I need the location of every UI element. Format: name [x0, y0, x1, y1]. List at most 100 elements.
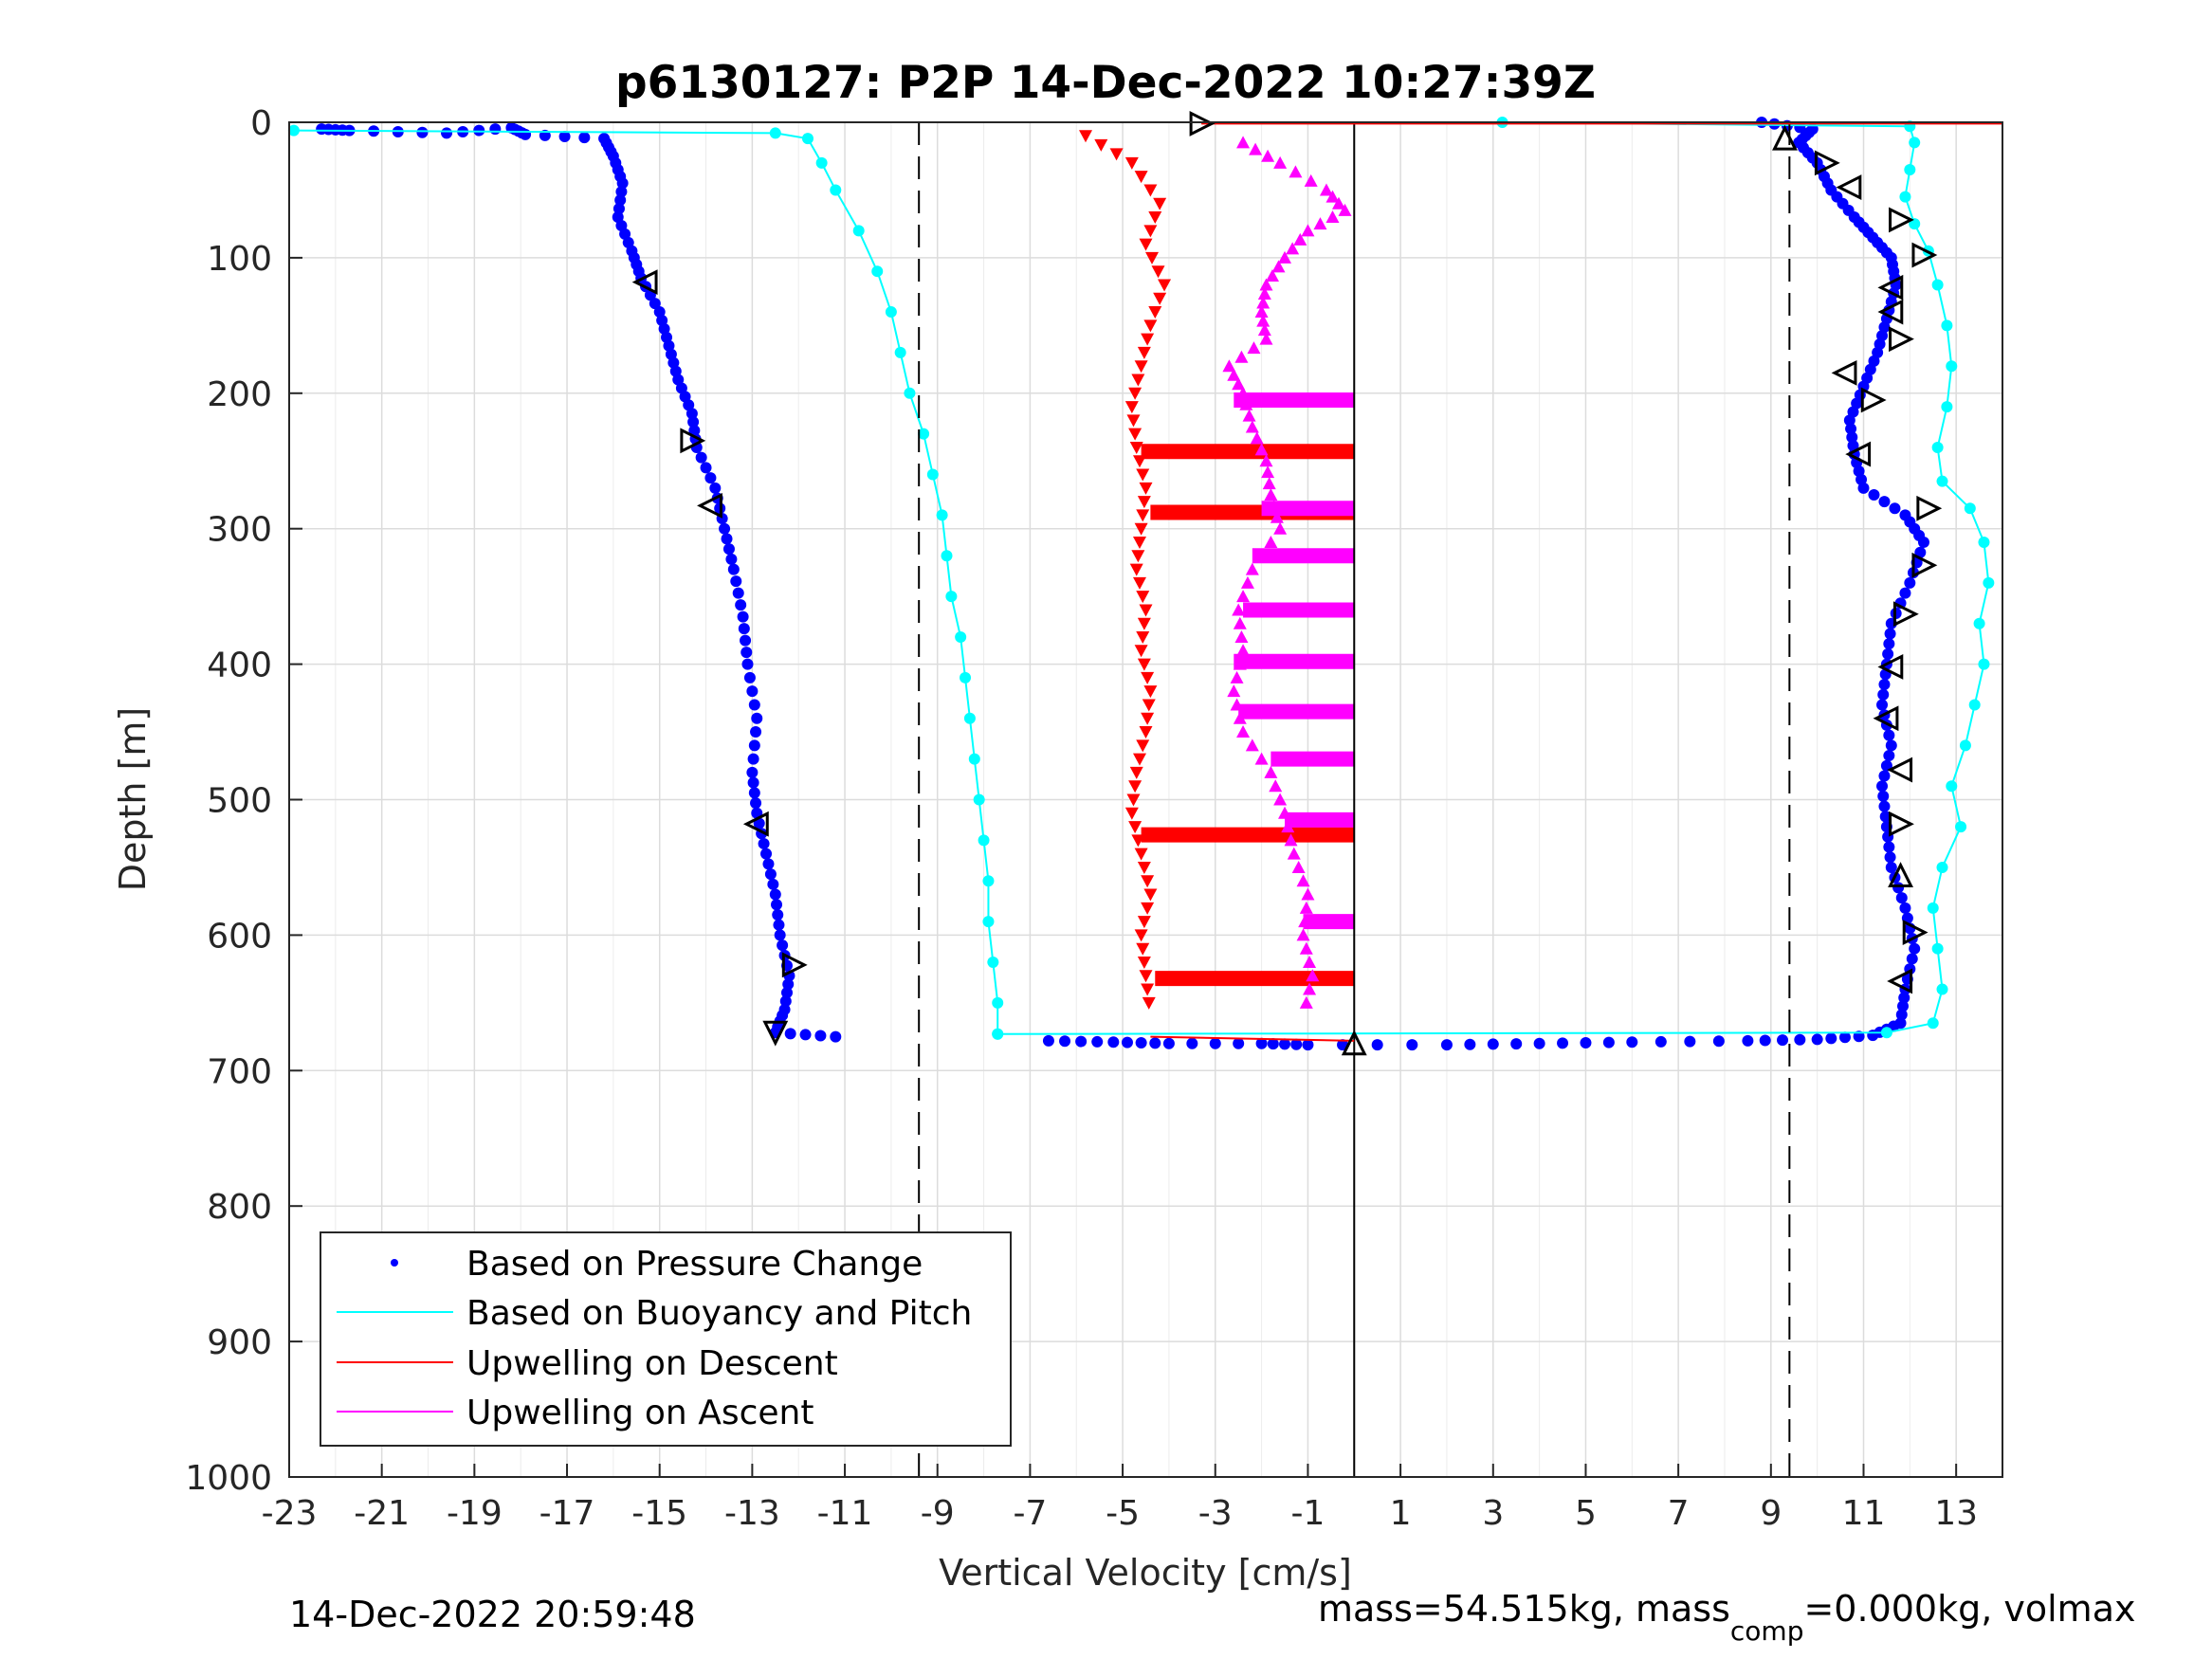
pressure-point: [416, 126, 429, 138]
triangle-marker: [1887, 968, 1913, 994]
x-tick-label: -13: [724, 1494, 780, 1533]
y-tick-label: 0: [250, 104, 272, 143]
pressure-point: [732, 587, 744, 599]
pressure-point: [1803, 126, 1816, 138]
x-tick-label: 5: [1575, 1494, 1597, 1533]
pressure-point: [709, 482, 722, 494]
descent-upwelling-point: [1136, 591, 1150, 604]
ascent-upwelling-point: [1265, 268, 1279, 282]
ascent-upwelling-point: [1239, 397, 1253, 410]
pressure-point: [1406, 1039, 1418, 1051]
descent-upwelling-point: [1124, 156, 1139, 170]
pressure-point: [772, 908, 784, 921]
pressure-point: [1794, 1033, 1806, 1046]
pressure-point: [1906, 953, 1918, 965]
pressure-point: [473, 124, 485, 137]
pressure-point: [695, 451, 707, 464]
pressure-point: [740, 647, 753, 659]
pressure-point: [1876, 699, 1889, 711]
pressure-point: [1868, 488, 1880, 501]
pressure-point: [612, 203, 625, 215]
pressure-point: [1464, 1038, 1476, 1050]
ascent-upwelling-point: [1296, 928, 1310, 941]
buoyancy-point: [926, 468, 939, 481]
descent-upwelling-point: [1131, 374, 1145, 387]
descent-upwelling-point: [1126, 793, 1141, 807]
pressure-point: [1797, 141, 1809, 154]
ascent-upwelling-point: [1236, 386, 1251, 399]
pressure-point: [1895, 892, 1908, 904]
footer-mass-subscript: comp: [1730, 1615, 1804, 1647]
y-tick-label: 700: [207, 1052, 272, 1091]
legend-swatch-pressure: [391, 1259, 398, 1267]
y-tick-label: 500: [207, 782, 272, 821]
ascent-upwelling-point: [1256, 296, 1271, 309]
ascent-upwelling-point: [1325, 210, 1340, 224]
x-tick-label: -3: [1198, 1494, 1233, 1533]
ascent-upwelling-point: [1254, 752, 1269, 765]
ascent-upwelling-point: [1313, 217, 1327, 230]
y-tick-label: 200: [207, 375, 272, 414]
pressure-point: [1846, 431, 1858, 444]
buoyancy-point: [1936, 475, 1948, 487]
x-tick-label: -5: [1106, 1494, 1140, 1533]
pressure-point: [1267, 1038, 1279, 1050]
ascent-upwelling-point: [1267, 499, 1281, 512]
pressure-point: [1626, 1036, 1638, 1048]
pressure-point: [1895, 1009, 1908, 1021]
pressure-point: [1877, 790, 1890, 802]
axis-ticks: -23 -21 -19 -17 -15 -13 -11 -9 -7 -5 -3 -1 1 3 5 7 9 11 13…: [185, 104, 1978, 1533]
y-tick-label: 1000: [185, 1459, 272, 1498]
ascent-upwelling-point: [1227, 684, 1241, 698]
buoyancy-point: [1941, 319, 1953, 332]
pressure-point: [1684, 1035, 1696, 1048]
triangle-marker: [1888, 862, 1913, 888]
descent-upwelling-point: [1143, 888, 1158, 902]
pressure-point: [781, 987, 794, 999]
buoyancy-point: [1955, 821, 1967, 833]
descent-upwelling-point: [1143, 225, 1158, 238]
pressure-point: [1878, 496, 1891, 508]
descent-upwelling-point: [1134, 360, 1148, 374]
pressure-point: [683, 399, 695, 411]
ascent-upwelling-point: [1236, 725, 1251, 738]
pressure-point: [516, 127, 528, 139]
descent-upwelling-point: [1136, 468, 1150, 482]
pressure-point: [1878, 679, 1891, 691]
ascent-upwelling-point: [1331, 196, 1345, 210]
pressure-point: [1209, 1037, 1221, 1049]
buoyancy-point: [1946, 360, 1958, 373]
pressure-point: [1845, 423, 1857, 435]
pressure-point: [605, 146, 617, 158]
pressure-point: [1899, 902, 1911, 914]
ascent-upwelling-point: [1269, 779, 1283, 793]
descent-upwelling-point: [1136, 509, 1150, 522]
chart-title: p6130127: P2P 14-Dec-2022 10:27:39Z: [615, 57, 1596, 109]
pressure-point: [649, 298, 661, 310]
pressure-point: [1847, 440, 1859, 452]
legend-label-buoyancy: Based on Buoyancy and Pitch: [466, 1294, 972, 1333]
legend: Based on Pressure Change Based on Buoyan…: [320, 1231, 1012, 1447]
pressure-point: [747, 776, 759, 789]
triangle-marker: [1836, 174, 1862, 201]
pressure-point: [669, 365, 682, 377]
buoyancy-point: [904, 387, 916, 399]
descent-upwelling-point: [1134, 929, 1148, 942]
pressure-point: [1896, 1000, 1909, 1012]
ascent-upwelling-point: [1259, 454, 1273, 467]
x-tick-label: -19: [447, 1494, 503, 1533]
descent-upwelling-point: [1131, 834, 1145, 848]
pressure-point: [1290, 1038, 1303, 1050]
triangle-marker: [680, 428, 706, 454]
descent-upwelling-point: [1139, 238, 1153, 251]
descent-upwelling-point: [1137, 496, 1151, 509]
ascent-upwelling-point: [1250, 431, 1264, 445]
triangle-marker: [1814, 150, 1840, 176]
ascent-upwelling-point: [1299, 901, 1313, 914]
x-tick-label: -1: [1290, 1494, 1325, 1533]
pressure-point: [441, 127, 453, 139]
descent-upwelling-point: [1139, 482, 1153, 495]
ascent-upwelling-point: [1301, 224, 1315, 237]
ascent-upwelling-point: [1261, 149, 1275, 162]
